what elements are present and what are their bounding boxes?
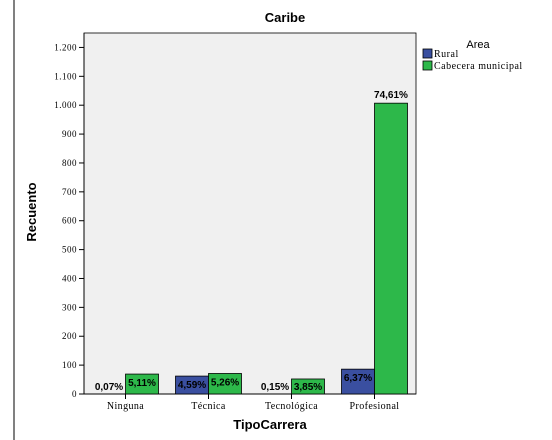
y-tick-label: 500 — [62, 245, 77, 255]
bar-cabecera-3 — [374, 102, 408, 395]
data-label: 3,85% — [294, 382, 322, 393]
y-tick-label: 0 — [72, 389, 77, 399]
y-ticks: 0 100 200 300 400 500 600 700 800 900 1.000 1.100 1.… — [54, 42, 84, 399]
data-label: 74,61% — [374, 90, 408, 101]
legend-label-1: Cabecera municipal — [434, 61, 523, 72]
legend-swatch-1 — [422, 60, 433, 71]
data-label: 6,37% — [344, 373, 372, 384]
y-tick-label: 200 — [62, 331, 77, 341]
x-tick-label: Profesional — [350, 401, 400, 412]
y-tick-label: 300 — [62, 302, 77, 312]
data-label: 5,11% — [128, 378, 156, 389]
y-tick-label: 1.100 — [54, 71, 77, 81]
bar-labels: 0,07% 5,11% 4,59% 5,26% 0,15% 3,85% 6,37% 74,61… — [95, 90, 408, 393]
bar-cabecera-1 — [208, 373, 242, 395]
x-axis-label: TipoCarrera — [233, 417, 307, 432]
x-tick-label: Tecnológica — [265, 401, 318, 412]
y-tick-label: 600 — [62, 216, 77, 226]
legend-title: Area — [466, 39, 490, 51]
y-tick-label: 700 — [62, 187, 77, 197]
bars — [125, 102, 408, 395]
y-tick-label: 400 — [62, 273, 77, 283]
x-tick-label: Ninguna — [107, 401, 144, 412]
y-tick-label: 1.200 — [54, 42, 77, 52]
chart-title: Caribe — [265, 10, 305, 25]
data-label: 5,26% — [211, 377, 239, 388]
legend-label-0: Rural — [434, 49, 459, 60]
x-tick-label: Técnica — [191, 401, 226, 412]
y-tick-label: 800 — [62, 158, 77, 168]
legend-swatch-0 — [422, 48, 433, 59]
bar-cabecera-0 — [125, 373, 159, 395]
y-tick-label: 100 — [62, 360, 77, 370]
bar-rural-3 — [341, 368, 375, 395]
y-axis-label: Recuento — [24, 182, 39, 241]
bar-cabecera-2 — [291, 378, 325, 395]
data-label: 0,15% — [261, 382, 289, 393]
data-label: 4,59% — [178, 380, 206, 391]
plot-area — [83, 32, 417, 395]
data-label: 0,07% — [95, 382, 123, 393]
y-tick-label: 1.000 — [54, 100, 77, 110]
y-tick-label: 900 — [62, 129, 77, 139]
x-ticks: Ninguna Técnica Tecnológica Profesional — [107, 394, 400, 412]
